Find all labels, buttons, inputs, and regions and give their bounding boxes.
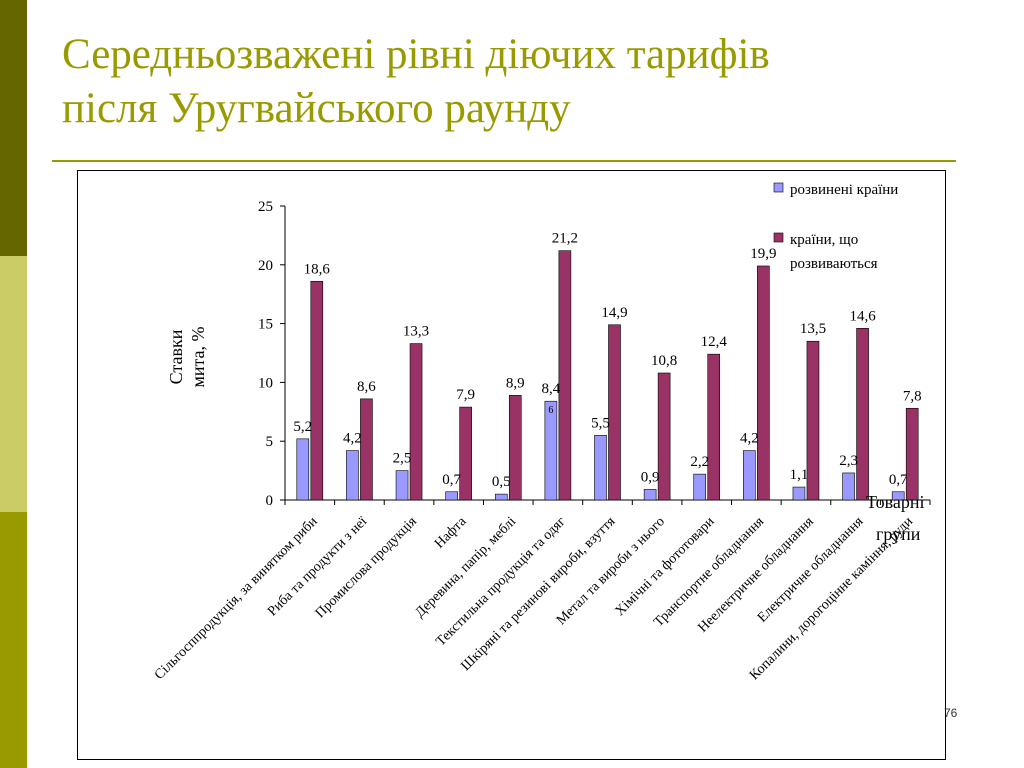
x-category-label: Нафта xyxy=(432,514,470,552)
bar-label-developing: 14,9 xyxy=(601,305,627,321)
bar-label-developed: 2,2 xyxy=(690,454,709,470)
y-tick-label: 25 xyxy=(258,199,273,215)
bar-label-developing: 8,6 xyxy=(357,379,376,395)
bar-developed xyxy=(792,486,806,501)
legend-label-developing-line1: країни, що xyxy=(790,232,858,248)
bar-label-developed: 4,2 xyxy=(343,431,362,447)
bar-developing xyxy=(757,265,770,501)
bar-label-developing: 7,8 xyxy=(903,388,922,404)
x-category-label: Деревина, папір, меблі xyxy=(413,514,520,621)
bar-developed xyxy=(346,450,359,501)
bar-label-developed: 0,9 xyxy=(641,469,660,485)
bar-label-developed: 2,3 xyxy=(839,453,858,469)
bar-developing xyxy=(707,353,721,501)
x-axis-title-line2: групи xyxy=(876,524,921,544)
bar-label-developed: 0,7 xyxy=(889,472,908,488)
y-axis: 0 5 10 15 20 25 xyxy=(258,199,931,509)
bar-developed xyxy=(594,435,607,501)
slide-title-line2: після Уругвайського раунду xyxy=(62,85,571,132)
bar-developed xyxy=(842,472,855,501)
bar-value-labels: 5,2 18,6 4,2 8,6 2,5 13,3 0,7 7,9 0,5 8,9 8,4 21,2 5… xyxy=(293,231,921,490)
bar-developed xyxy=(693,473,707,501)
bar-label-developed: 2,5 xyxy=(393,451,412,467)
bar-developing xyxy=(856,328,869,501)
slide-title-line1: Середньозважені рівні діючих тарифів xyxy=(62,31,770,78)
slide-number: 76 xyxy=(944,706,958,720)
x-category-label: Риба та продукти з неї xyxy=(265,514,370,619)
y-axis-title-line2: мита, % xyxy=(188,326,208,387)
y-tick-label: 0 xyxy=(266,493,274,509)
bar-developed xyxy=(544,400,558,501)
title-divider xyxy=(52,160,956,162)
textile-bar-annotation: 6 xyxy=(548,405,553,416)
side-accent-bar-top xyxy=(0,0,27,256)
bar-label-developing: 18,6 xyxy=(304,261,331,277)
bar-label-developing: 7,9 xyxy=(456,387,475,403)
bar-label-developed: 0,5 xyxy=(492,474,511,490)
bar-developed xyxy=(891,491,905,501)
bar-developing xyxy=(608,324,621,501)
bar-developed xyxy=(395,470,409,501)
x-tick-labels: Сільгосппродукція, за винятком рибиРиба … xyxy=(152,514,916,684)
bar-label-developing: 13,5 xyxy=(800,321,826,337)
bar-label-developing: 14,6 xyxy=(849,308,876,324)
bar-developed xyxy=(643,489,657,501)
bar-developed xyxy=(445,491,458,501)
side-accent-bar-middle xyxy=(0,256,27,512)
bar-developing xyxy=(558,250,572,501)
y-tick-label: 10 xyxy=(258,375,273,391)
side-accent-bar-bottom xyxy=(0,512,27,768)
bar-developing xyxy=(905,407,919,501)
x-axis-title-line1: Товарні xyxy=(866,492,925,512)
bar-developing xyxy=(657,372,671,501)
slide-title: Середньозважені рівні діючих тарифів піс… xyxy=(62,28,962,136)
bar-label-developing: 21,2 xyxy=(552,231,578,247)
bar-developing xyxy=(508,395,522,501)
bar-developed xyxy=(494,493,508,501)
bar-developing xyxy=(806,340,820,501)
bar-chart: 0 5 10 15 20 25 5,2 18,6 4,2 8,6 2,5 13,3 0,7 7,9 0,5… xyxy=(152,182,931,684)
y-axis-title-line1: Ставки xyxy=(166,329,186,384)
bar-label-developing: 8,9 xyxy=(506,375,525,391)
y-tick-label: 5 xyxy=(266,434,274,450)
bar-developing xyxy=(310,280,324,501)
bar-label-developed: 1,1 xyxy=(790,467,809,483)
y-tick-label: 15 xyxy=(258,317,273,333)
legend-label-developed: розвинені країни xyxy=(790,182,898,198)
bar-label-developing: 10,8 xyxy=(651,353,677,369)
bars xyxy=(296,250,919,501)
bar-label-developed: 5,5 xyxy=(591,415,610,431)
bar-label-developing: 13,3 xyxy=(403,324,429,340)
bar-label-developed: 0,7 xyxy=(442,472,461,488)
bar-label-developing: 12,4 xyxy=(701,334,728,350)
bar-developing xyxy=(459,406,472,501)
bar-label-developed: 8,4 xyxy=(542,381,561,397)
bar-developing xyxy=(360,398,373,501)
legend-swatch-developed xyxy=(773,182,784,193)
x-category-label: Промислова продукція xyxy=(313,514,420,621)
bar-developed xyxy=(743,450,756,501)
bar-developed xyxy=(296,438,310,501)
x-category-label: Хімічні та фототовари xyxy=(613,514,718,619)
bar-label-developed: 5,2 xyxy=(293,419,312,435)
bar-label-developing: 19,9 xyxy=(750,246,776,262)
chart-frame: 0 5 10 15 20 25 5,2 18,6 4,2 8,6 2,5 13,3 0,7 7,9 0,5… xyxy=(77,170,946,760)
legend-label-developing-line2: розвиваються xyxy=(790,256,878,272)
bar-label-developed: 4,2 xyxy=(740,431,759,447)
y-tick-label: 20 xyxy=(258,258,273,274)
bar-developing xyxy=(409,343,423,501)
legend-swatch-developing xyxy=(773,232,784,243)
